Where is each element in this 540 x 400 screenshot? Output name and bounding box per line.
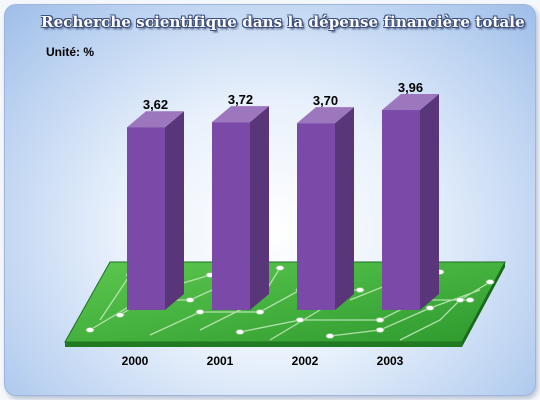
- chart-title: Recherche scientifique dans la dépense f…: [41, 13, 525, 31]
- bar-side-2003: [420, 94, 439, 311]
- bar-2001: [212, 106, 269, 310]
- bar-2000: [127, 111, 184, 310]
- category-label-2002: 2002: [292, 354, 319, 368]
- value-label-2001: 3,72: [228, 92, 253, 107]
- bar-front-2001: [212, 122, 250, 310]
- bar-top-2002: [297, 107, 354, 124]
- bar-top-2000: [127, 111, 184, 128]
- bar-front-2000: [127, 127, 165, 310]
- category-label-2001: 2001: [207, 354, 234, 368]
- bar-2002: [297, 107, 354, 311]
- value-label-2002: 3,70: [313, 93, 338, 108]
- bar-front-2002: [297, 123, 335, 311]
- bar-top-2003: [382, 94, 439, 111]
- unit-label: Unité: %: [46, 45, 94, 59]
- bar-side-2000: [165, 111, 184, 310]
- category-label-2000: 2000: [122, 354, 149, 368]
- bar-top-2001: [212, 106, 269, 123]
- bar-2003: [382, 94, 439, 311]
- bar-side-2002: [335, 107, 354, 311]
- value-label-2000: 3,62: [143, 97, 168, 112]
- bar-side-2001: [250, 106, 269, 310]
- bar-front-2003: [382, 110, 420, 311]
- category-label-2003: 2003: [377, 354, 404, 368]
- value-label-2003: 3,96: [398, 80, 423, 95]
